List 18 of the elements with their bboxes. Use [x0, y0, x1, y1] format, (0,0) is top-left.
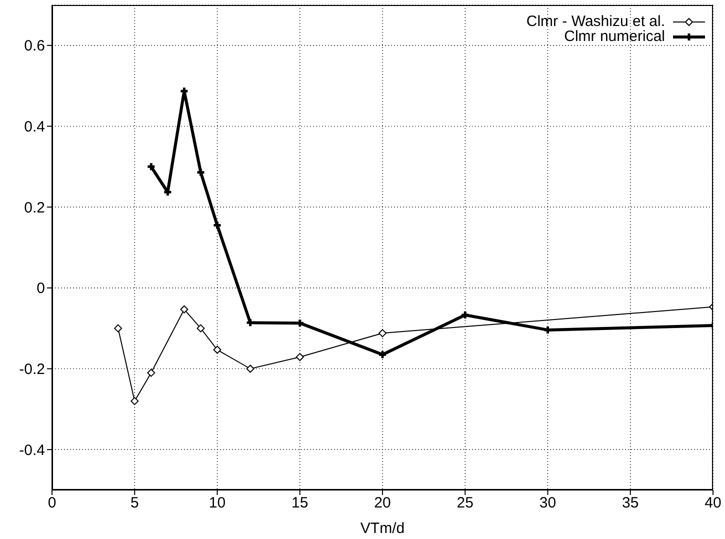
- y-tick-label: -0.2: [19, 361, 45, 378]
- y-tick-label: 0.2: [24, 199, 45, 216]
- x-tick-label: 10: [208, 494, 226, 512]
- x-axis-title: VTm/d: [360, 520, 405, 537]
- y-tick-label: 0: [36, 280, 45, 298]
- x-tick-label: 25: [456, 494, 474, 512]
- y-tick-label: 0.6: [24, 38, 45, 55]
- x-tick-label: 20: [374, 494, 391, 512]
- x-tick-label: 35: [622, 494, 639, 512]
- x-tick-label: 15: [292, 494, 308, 512]
- legend-label: Clmr numerical: [564, 28, 665, 45]
- y-tick-label: -0.4: [19, 442, 45, 459]
- x-tick-label: 40: [704, 494, 722, 512]
- x-tick-label: 0: [48, 494, 56, 512]
- legend-label: Clmr - Washizu et al.: [526, 13, 665, 30]
- x-tick-label: 30: [539, 494, 556, 512]
- x-tick-label: 5: [130, 494, 139, 512]
- y-tick-label: 0.4: [24, 118, 45, 136]
